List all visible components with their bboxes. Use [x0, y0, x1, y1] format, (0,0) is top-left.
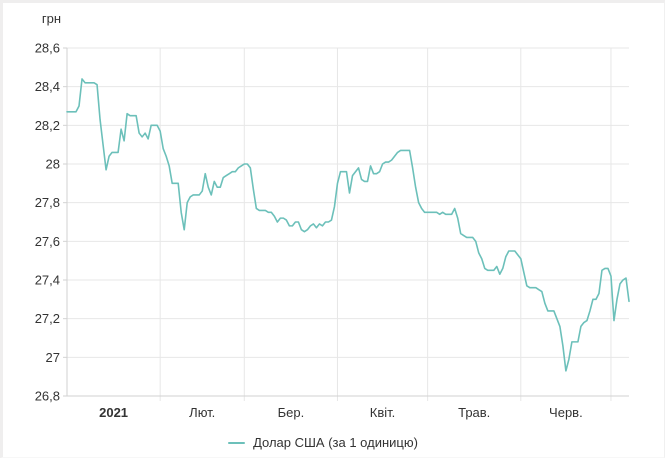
y-tick-label: 26,8: [35, 389, 60, 404]
y-tick-label: 27,8: [35, 195, 60, 210]
y-tick-label: 27,6: [35, 234, 60, 249]
series-line-usd: [66, 78, 630, 372]
gridlines: [67, 47, 629, 401]
legend: Долар США (за 1 одиницю): [3, 435, 643, 450]
y-tick-label: 28,4: [35, 79, 60, 94]
y-tick-label: 27,4: [35, 273, 60, 288]
series: [66, 78, 630, 372]
legend-line-marker-icon: [228, 441, 246, 444]
y-tick-label: 27: [46, 350, 60, 365]
x-tick-label: Бер.: [278, 405, 305, 420]
legend-series-label: Долар США (за 1 одиницю): [253, 435, 418, 450]
tick-labels: 28,6 28,4 28,2 28 27,8 27,6 27,4 27,2 27 26,8 2021…: [35, 41, 583, 421]
y-tick-label: 28,2: [35, 118, 60, 133]
x-tick-label: Трав.: [458, 405, 490, 420]
exchange-rate-line-chart: 28,6 28,4 28,2 28 27,8 27,6 27,4 27,2 27 26,8 2021…: [35, 41, 630, 421]
y-axis-unit-label: грн: [41, 11, 61, 26]
x-tick-label: 2021: [99, 405, 128, 420]
y-tick-label: 28,6: [35, 41, 60, 56]
legend-item-usd[interactable]: Долар США (за 1 одиницю): [228, 435, 418, 450]
x-tick-label: Квіт.: [370, 405, 396, 420]
x-tick-label: Лют.: [189, 405, 215, 420]
x-tick-label: Черв.: [549, 405, 583, 420]
y-tick-label: 28: [46, 157, 60, 172]
axes: [63, 47, 629, 397]
y-tick-label: 27,2: [35, 311, 60, 326]
